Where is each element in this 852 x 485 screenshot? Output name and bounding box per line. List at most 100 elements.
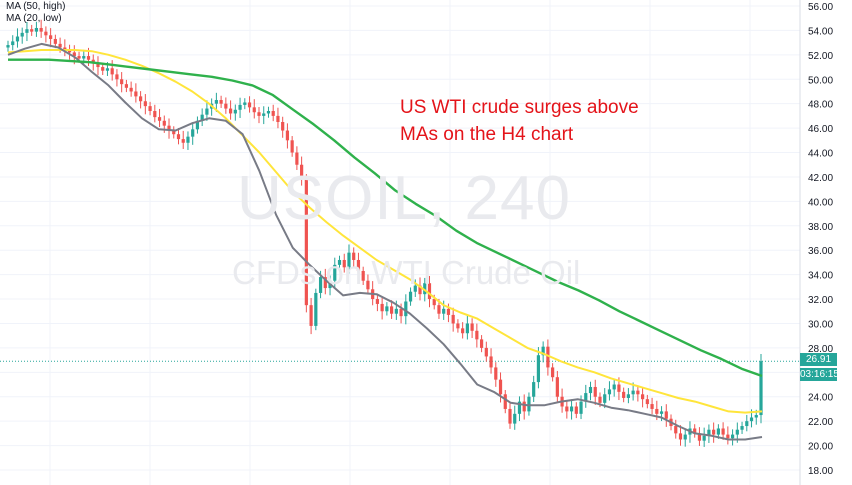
candle	[30, 29, 34, 32]
candle	[588, 386, 593, 394]
candle	[44, 31, 48, 36]
candle	[352, 252, 356, 260]
candle	[697, 433, 702, 441]
candle	[375, 299, 379, 304]
candle	[380, 303, 384, 312]
candle	[124, 84, 128, 88]
candle	[361, 270, 365, 281]
candle	[489, 356, 493, 368]
tick-label: 44.00	[808, 149, 833, 160]
candle	[257, 112, 261, 116]
tick-label: 38.00	[808, 222, 833, 233]
candle	[541, 346, 545, 356]
candle	[110, 68, 114, 75]
price-axis[interactable]	[800, 0, 852, 485]
candle	[390, 306, 394, 314]
candle	[148, 106, 152, 112]
candle	[262, 113, 266, 116]
candle	[120, 79, 124, 85]
candle	[342, 259, 346, 268]
candle	[295, 152, 299, 165]
candle	[712, 429, 716, 435]
candle	[271, 111, 275, 116]
candle	[427, 283, 432, 300]
candle	[655, 408, 659, 414]
candle	[451, 314, 455, 324]
candle	[337, 259, 342, 265]
candle	[176, 134, 181, 140]
candle	[622, 391, 626, 398]
legend-ma50[interactable]: MA (50, high)	[6, 1, 66, 12]
candle	[34, 27, 39, 32]
candle	[96, 63, 100, 68]
candle	[584, 393, 588, 402]
candle	[309, 305, 313, 326]
candle	[461, 328, 465, 334]
tick-label: 34.00	[808, 271, 833, 282]
legend-ma20[interactable]: MA (20, low)	[6, 13, 62, 24]
candle	[607, 389, 612, 395]
candle	[347, 252, 351, 268]
candle	[304, 179, 308, 306]
candle	[574, 406, 578, 414]
annotation-line-1: US WTI crude surges above	[400, 97, 639, 118]
candle	[527, 396, 531, 412]
candle	[53, 38, 57, 44]
candle	[86, 56, 91, 60]
candle	[551, 367, 555, 378]
candle	[67, 49, 72, 53]
candle	[153, 111, 157, 118]
tick-label: 22.00	[808, 417, 833, 428]
candle	[39, 27, 43, 32]
price-axis-ticks: 18.0020.0022.0024.0026.0028.0030.0032.00…	[808, 2, 833, 477]
candle	[626, 394, 630, 398]
annotation-line-2: MAs on the H4 chart	[400, 124, 574, 145]
tick-label: 24.00	[808, 393, 833, 404]
candle	[399, 308, 403, 317]
candle	[224, 103, 228, 109]
tick-label: 36.00	[808, 246, 833, 257]
candle	[167, 125, 171, 131]
candle	[172, 130, 176, 135]
candle	[456, 323, 460, 329]
candle	[726, 434, 730, 439]
candle	[716, 428, 720, 435]
candle	[598, 396, 602, 403]
candle	[266, 111, 271, 114]
candle	[300, 164, 304, 180]
candle	[15, 36, 20, 42]
candle	[565, 406, 569, 412]
candle	[636, 390, 640, 395]
candle	[702, 435, 706, 441]
candle	[82, 56, 86, 59]
candle	[730, 434, 735, 439]
candle	[432, 299, 436, 306]
candle	[195, 120, 200, 130]
last-price-badge: 26.91	[800, 353, 837, 366]
candle	[522, 401, 526, 412]
candle	[200, 114, 204, 121]
candle	[470, 323, 474, 331]
candle	[413, 285, 417, 292]
candle	[532, 382, 536, 397]
candle	[366, 280, 370, 290]
candle	[385, 306, 389, 312]
candle	[105, 68, 110, 71]
candle	[754, 415, 758, 418]
candle	[404, 301, 408, 317]
tick-label: 42.00	[808, 173, 833, 184]
candle	[290, 140, 294, 153]
candle	[759, 361, 763, 416]
tick-label: 50.00	[808, 75, 833, 86]
candle	[513, 413, 517, 424]
candle	[134, 91, 138, 97]
candle	[740, 426, 744, 430]
candle	[484, 347, 488, 357]
candle	[446, 308, 451, 315]
candle	[536, 355, 541, 383]
candle	[579, 401, 583, 414]
candle	[721, 428, 725, 435]
candle	[247, 102, 252, 108]
candle	[683, 434, 687, 440]
